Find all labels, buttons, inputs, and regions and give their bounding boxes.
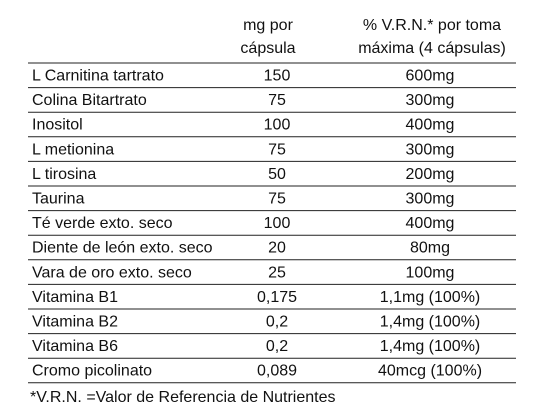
ingredient: Inositol: [32, 117, 83, 134]
ingredient: Diente de león exto. seco: [32, 240, 213, 257]
mg-per-capsule: 0,2: [266, 338, 288, 355]
ingredient: Té verde exto. seco: [32, 215, 173, 232]
mg-per-capsule: 75: [268, 191, 286, 208]
mg-per-capsule: 0,089: [257, 363, 297, 380]
vrn-per-dose: 1,4mg (100%): [380, 314, 481, 331]
ingredient: Vitamina B2: [32, 314, 118, 331]
vrn-per-dose: 40mcg (100%): [378, 363, 482, 380]
vrn-per-dose: 300mg: [406, 141, 455, 158]
vrn-per-dose: 1,1mg (100%): [380, 289, 481, 306]
ingredient: Vitamina B6: [32, 338, 118, 355]
ingredient: L tirosina: [32, 166, 96, 183]
ingredient: Vitamina B1: [32, 289, 118, 306]
ingredient: L Carnitina tartrato: [32, 68, 164, 85]
ingredient: Vara de oro exto. seco: [32, 264, 192, 281]
header-mg: mg por: [243, 17, 293, 34]
vrn-per-dose: 400mg: [406, 117, 455, 134]
footnote: *V.R.N. =Valor de Referencia de Nutrient…: [30, 389, 336, 406]
vrn-per-dose: 100mg: [406, 264, 455, 281]
vrn-per-dose: 600mg: [406, 68, 455, 85]
vrn-per-dose: 1,4mg (100%): [380, 338, 481, 355]
mg-per-capsule: 150: [264, 68, 291, 85]
mg-per-capsule: 0,2: [266, 314, 288, 331]
mg-per-capsule: 50: [268, 166, 286, 183]
ingredient: Colina Bitartrato: [32, 92, 147, 109]
mg-per-capsule: 25: [268, 264, 286, 281]
vrn-per-dose: 80mg: [410, 240, 450, 257]
vrn-per-dose: 300mg: [406, 92, 455, 109]
vrn-per-dose: 200mg: [406, 166, 455, 183]
header-vrn: máxima (4 cápsulas): [358, 40, 506, 57]
mg-per-capsule: 20: [268, 240, 286, 257]
header-vrn: % V.R.N.* por toma: [363, 17, 501, 34]
ingredient: Taurina: [32, 191, 85, 208]
vrn-per-dose: 400mg: [406, 215, 455, 232]
header-mg: cápsula: [240, 40, 295, 57]
mg-per-capsule: 100: [264, 117, 291, 134]
ingredient: L metionina: [32, 141, 114, 158]
vrn-per-dose: 300mg: [406, 191, 455, 208]
ingredient: Cromo picolinato: [32, 363, 152, 380]
mg-per-capsule: 75: [268, 141, 286, 158]
mg-per-capsule: 100: [264, 215, 291, 232]
mg-per-capsule: 0,175: [257, 289, 297, 306]
mg-per-capsule: 75: [268, 92, 286, 109]
